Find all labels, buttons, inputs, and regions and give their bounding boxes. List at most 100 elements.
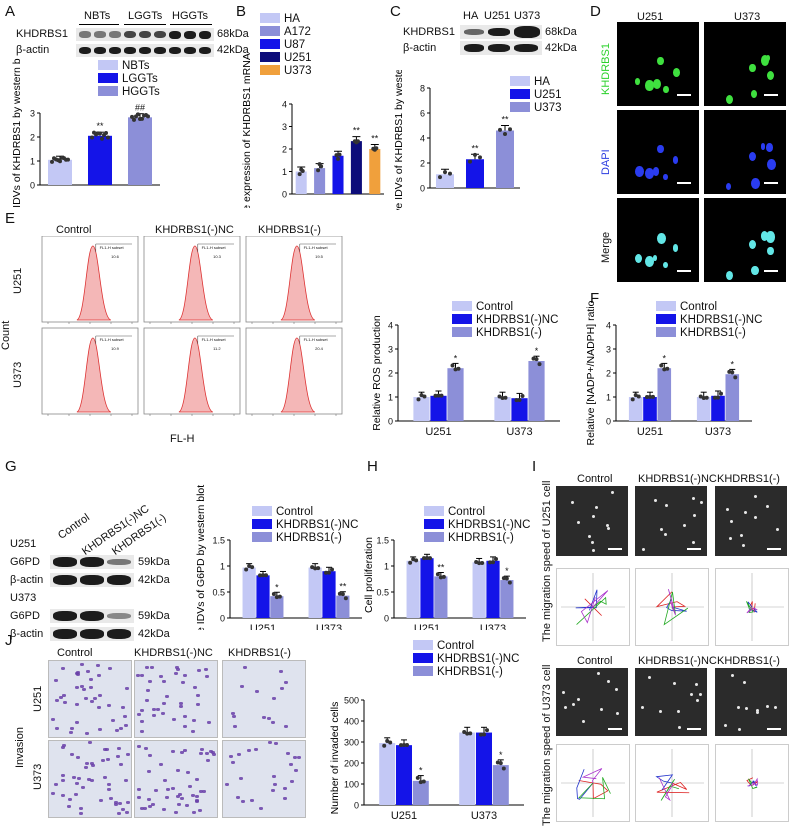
data-point bbox=[659, 363, 664, 368]
fluorescence-image bbox=[617, 198, 699, 282]
x-tick-label: U251 bbox=[414, 623, 440, 630]
y-tick-label: 400 bbox=[344, 717, 359, 727]
data-point bbox=[408, 560, 413, 565]
flow-histogram: FL1-H subset 19.5 bbox=[245, 236, 343, 324]
y-tick-label: 3 bbox=[606, 345, 611, 355]
data-point bbox=[261, 573, 265, 578]
legend-label: KHDRBS1(-)NC bbox=[276, 519, 358, 531]
x-tick-label: U251 bbox=[391, 810, 417, 822]
blot-band bbox=[94, 31, 106, 38]
bar bbox=[270, 596, 284, 618]
bar bbox=[492, 765, 509, 805]
data-point bbox=[537, 362, 542, 367]
data-point bbox=[479, 732, 483, 737]
significance-mark: * bbox=[419, 766, 423, 776]
x-tick-label: U373 bbox=[506, 426, 532, 438]
gate-value: 10.3 bbox=[213, 254, 222, 259]
bar bbox=[511, 398, 528, 421]
y-tick-label: 1.5 bbox=[212, 536, 225, 546]
panel-letter-g: G bbox=[5, 458, 17, 475]
data-point bbox=[648, 394, 652, 399]
data-point bbox=[698, 394, 703, 399]
y-tick-label: 2 bbox=[606, 369, 611, 379]
bar bbox=[711, 395, 725, 421]
data-point bbox=[90, 135, 94, 140]
y-tick-label: 1 bbox=[606, 393, 611, 403]
legend-swatch bbox=[656, 314, 676, 324]
gate-label: FL1-H subset bbox=[100, 337, 125, 342]
bar bbox=[430, 395, 447, 421]
track-plot bbox=[715, 568, 789, 646]
data-point bbox=[98, 131, 102, 136]
data-point bbox=[416, 397, 421, 402]
legend-swatch bbox=[510, 89, 530, 99]
legend-swatch bbox=[252, 506, 272, 516]
col-khdrbs1-kd: KHDRBS1(-) bbox=[717, 473, 780, 485]
legend-label: U87 bbox=[284, 39, 305, 51]
data-point bbox=[491, 560, 495, 565]
data-point bbox=[419, 393, 424, 398]
bar bbox=[496, 130, 514, 188]
bar bbox=[350, 141, 362, 194]
track-plot bbox=[556, 568, 630, 646]
gate-value: 10.9 bbox=[111, 346, 120, 351]
data-point bbox=[414, 558, 419, 563]
blot-band bbox=[124, 47, 136, 54]
data-point bbox=[418, 780, 423, 785]
data-point bbox=[468, 731, 473, 736]
panel-letter-b: B bbox=[236, 3, 247, 20]
legend-label: KHDRBS1(-)NC bbox=[448, 519, 530, 531]
blot-label-khdrbs1: KHDRBS1 bbox=[16, 28, 68, 40]
x-tick-label: U373 bbox=[480, 623, 506, 630]
legend-label: HA bbox=[534, 76, 550, 88]
data-point bbox=[730, 370, 735, 375]
row-khdrbs1: KHDRBS1 bbox=[600, 43, 612, 95]
data-point bbox=[498, 761, 503, 766]
y-axis-label: Number of invaded cells bbox=[329, 702, 341, 815]
panel-letter-e: E bbox=[5, 210, 16, 227]
y-axis-label: Relative ROS production bbox=[371, 315, 383, 431]
bar bbox=[412, 780, 429, 805]
data-point bbox=[651, 394, 655, 399]
row-dapi: DAPI bbox=[600, 149, 612, 175]
data-point bbox=[468, 159, 472, 164]
y-tick-label: 2 bbox=[282, 145, 287, 155]
flow-xlabel: FL-H bbox=[170, 433, 195, 445]
side-label-u373: The migration speed of U373 cell bbox=[541, 664, 553, 826]
data-point bbox=[507, 580, 512, 585]
data-point bbox=[462, 730, 467, 735]
legend-label: LGGTs bbox=[122, 73, 158, 85]
y-tick-label: 100 bbox=[344, 780, 359, 790]
bar bbox=[322, 571, 336, 618]
y-tick-label: 1 bbox=[384, 562, 389, 572]
chart-e: 0 1 2 3 4 Relative ROS production * U251 * U373 Co… bbox=[371, 301, 560, 438]
legend-swatch bbox=[452, 327, 472, 337]
data-point bbox=[448, 171, 452, 176]
data-point bbox=[250, 565, 255, 570]
significance-mark: ** bbox=[96, 121, 104, 131]
gate-value: 20.4 bbox=[315, 346, 324, 351]
blot-band bbox=[109, 47, 121, 54]
col-khdrbs1-kd: KHDRBS1(-) bbox=[228, 647, 291, 659]
data-point bbox=[337, 152, 342, 157]
data-point bbox=[433, 393, 438, 398]
data-point bbox=[453, 367, 458, 372]
y-tick-label: 3 bbox=[282, 122, 287, 132]
gate-value: 19.5 bbox=[315, 254, 324, 259]
y-tick-label: 500 bbox=[344, 696, 359, 706]
data-point bbox=[500, 396, 505, 401]
y-tick-label: 0.5 bbox=[212, 588, 225, 598]
data-point bbox=[330, 567, 334, 572]
y-axis-label: Relative IDVs of G6PD by western blot bbox=[195, 485, 207, 630]
y-tick-label: 1 bbox=[220, 562, 225, 572]
legend-swatch bbox=[413, 666, 433, 676]
data-point bbox=[478, 155, 482, 160]
y-tick-label: 0 bbox=[354, 801, 359, 811]
migration-image bbox=[715, 668, 787, 736]
data-point bbox=[514, 398, 519, 403]
size-59kda: 59kDa bbox=[138, 610, 170, 622]
bar bbox=[88, 135, 112, 185]
bar bbox=[332, 155, 344, 194]
histogram-peak bbox=[76, 337, 112, 413]
